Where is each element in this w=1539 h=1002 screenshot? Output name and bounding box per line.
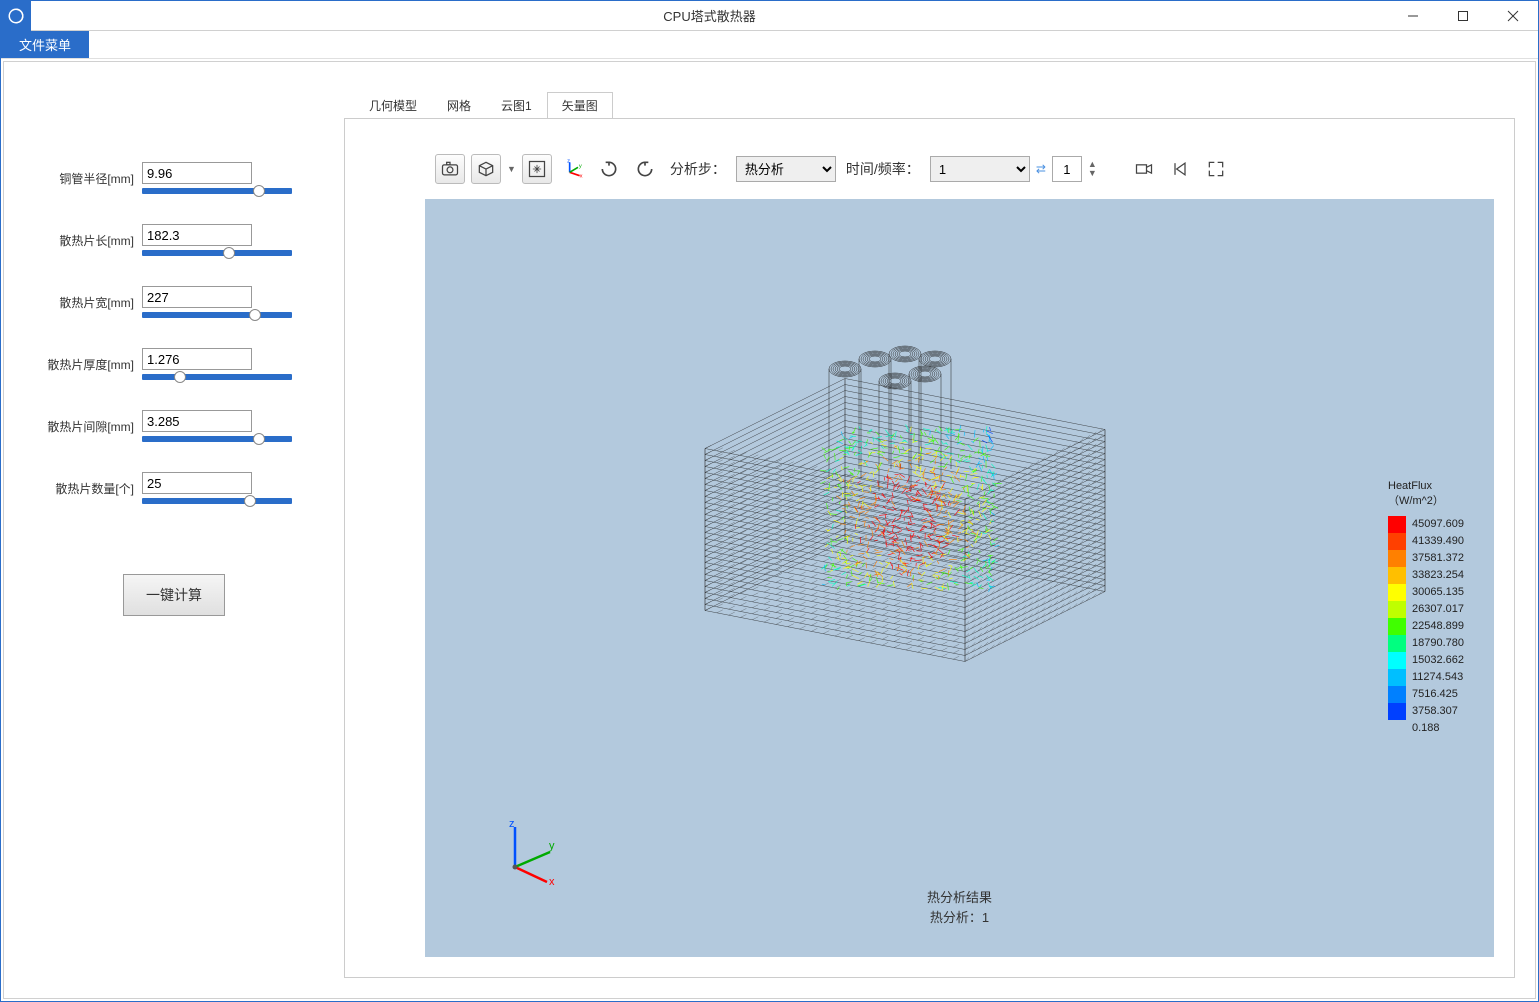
skip-back-icon[interactable] [1165,154,1195,184]
app-window: CPU塔式散热器 文件菜单 铜管半径[mm] 散热片长[mm] 散热片宽[mm]… [0,0,1539,1002]
tab[interactable]: 几何模型 [354,92,432,118]
param-row: 散热片长[mm] [24,224,324,256]
svg-text:x: x [549,876,555,887]
param-input-2[interactable] [142,286,252,308]
menubar: 文件菜单 [1,31,1538,59]
cube-view-icon[interactable] [471,154,501,184]
step-up-down-icon[interactable]: ▲▼ [1088,160,1097,178]
param-slider-3[interactable] [142,374,292,380]
param-input-1[interactable] [142,224,252,246]
content-area: 铜管半径[mm] 散热片长[mm] 散热片宽[mm] 散热片厚度[mm] 散热片… [3,61,1536,999]
param-row: 铜管半径[mm] [24,162,324,194]
svg-text:z: z [567,159,570,164]
parameter-panel: 铜管半径[mm] 散热片长[mm] 散热片宽[mm] 散热片厚度[mm] 散热片… [4,62,344,998]
svg-text:y: y [579,163,582,169]
calculate-button[interactable]: 一键计算 [123,574,225,616]
viewer: ▼ zyx 分析步： 热分析 时间/频率： 1 ⇄ ▲▼ [344,118,1515,978]
rotate-ccw-icon[interactable] [630,154,660,184]
legend-values: 45097.60941339.49037581.37233823.2543006… [1412,516,1464,737]
param-label: 散热片长[mm] [24,232,134,249]
expand-icon[interactable] [1201,154,1231,184]
dropdown-arrow-icon[interactable]: ▼ [507,164,516,174]
legend-title: HeatFlux（W/m^2） [1388,479,1464,510]
step-input[interactable] [1052,156,1082,182]
legend-colorbar [1388,516,1406,720]
time-freq-label: 时间/频率： [846,159,920,179]
maximize-button[interactable] [1438,1,1488,31]
rotate-cw-icon[interactable] [594,154,624,184]
param-row: 散热片间隙[mm] [24,410,324,442]
param-slider-0[interactable] [142,188,292,194]
param-slider-2[interactable] [142,312,292,318]
viewer-toolbar: ▼ z yx 分析步： 热分析 时间/频率： 1 ⇄ ▲▼ [425,149,1494,189]
tab[interactable]: 云图1 [486,92,547,118]
analysis-select[interactable]: 热分析 [736,156,836,182]
svg-text:z: z [509,818,515,830]
param-input-0[interactable] [142,162,252,184]
param-input-3[interactable] [142,348,252,370]
minimize-button[interactable] [1388,1,1438,31]
param-input-4[interactable] [142,410,252,432]
file-menu[interactable]: 文件菜单 [1,31,89,58]
param-label: 散热片间隙[mm] [24,418,134,435]
param-row: 散热片数量[个] [24,472,324,504]
param-slider-4[interactable] [142,436,292,442]
3d-canvas[interactable]: HeatFlux（W/m^2） 45097.60941339.49037581.… [425,199,1494,957]
axis-triad: z y x [495,817,565,887]
heatsink-model [645,309,1145,729]
analysis-step-label: 分析步： [670,159,726,179]
svg-text:x: x [580,173,583,179]
param-row: 散热片宽[mm] [24,286,324,318]
window-title: CPU塔式散热器 [31,6,1388,25]
titlebar: CPU塔式散热器 [1,1,1538,31]
close-button[interactable] [1488,1,1538,31]
param-label: 散热片厚度[mm] [24,356,134,373]
svg-text:y: y [549,840,555,852]
param-label: 散热片数量[个] [24,480,134,497]
axis-triad-icon[interactable]: z yx [558,154,588,184]
param-input-5[interactable] [142,472,252,494]
param-slider-5[interactable] [142,498,292,504]
result-caption: 热分析结果热分析：1 [927,888,992,927]
tab[interactable]: 矢量图 [547,92,613,119]
app-icon [1,1,31,31]
tab-bar: 几何模型网格云图1矢量图 [354,92,1515,119]
swap-icon[interactable]: ⇄ [1036,162,1046,176]
fit-view-icon[interactable] [522,154,552,184]
window-controls [1388,1,1538,31]
param-label: 铜管半径[mm] [24,170,134,187]
video-camera-icon[interactable] [1129,154,1159,184]
param-label: 散热片宽[mm] [24,294,134,311]
color-legend: HeatFlux（W/m^2） 45097.60941339.49037581.… [1388,479,1464,737]
param-slider-1[interactable] [142,250,292,256]
main-panel: 几何模型网格云图1矢量图 ▼ zyx 分析步： 热分析 时间/频率： 1 ⇄ [344,62,1535,998]
param-row: 散热片厚度[mm] [24,348,324,380]
time-freq-select[interactable]: 1 [930,156,1030,182]
tab[interactable]: 网格 [432,92,486,118]
camera-icon[interactable] [435,154,465,184]
